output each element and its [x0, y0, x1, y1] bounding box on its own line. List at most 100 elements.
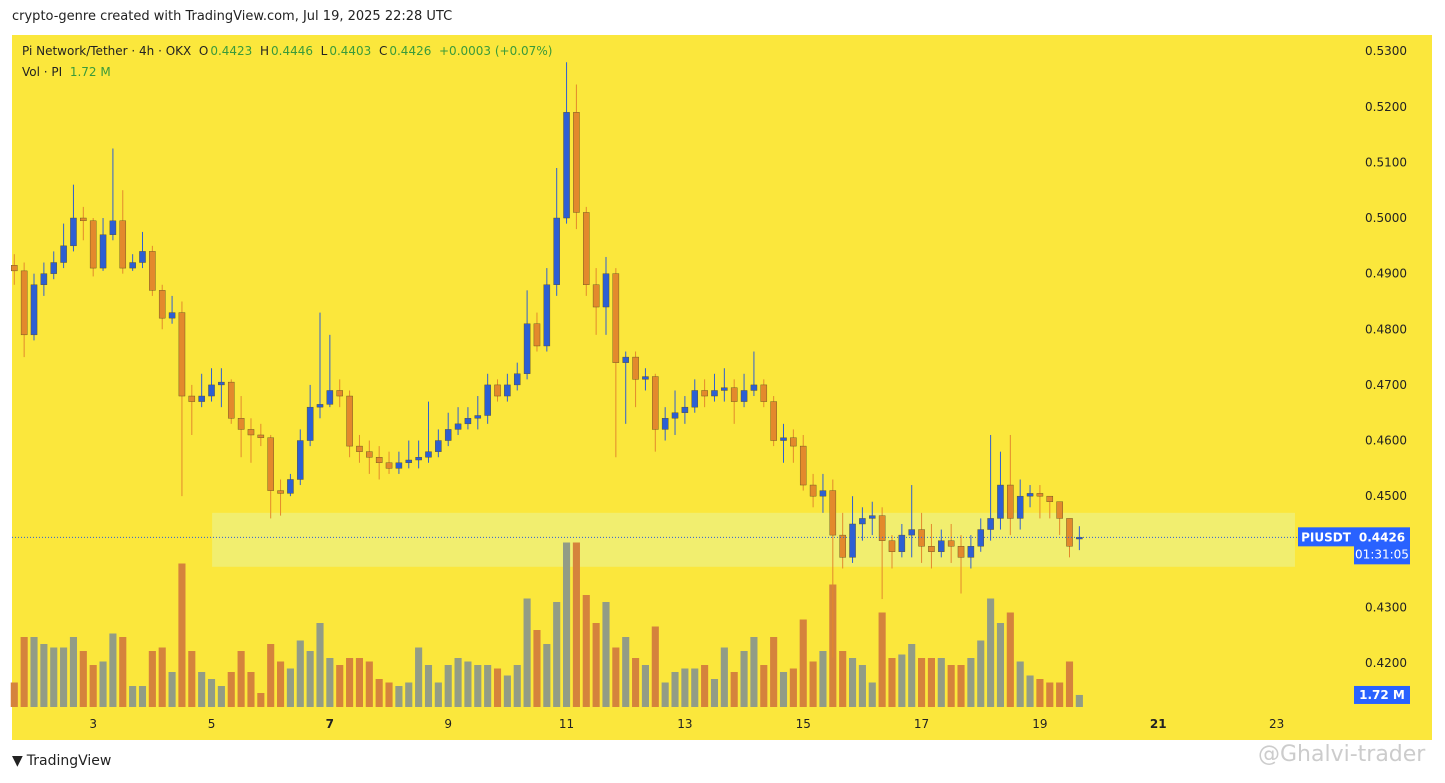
ohlc-label: L [320, 44, 328, 58]
brand[interactable]: ▼ TradingView [12, 753, 112, 769]
last-price-label: 0.4426 [1359, 530, 1405, 544]
volume-bar [434, 682, 442, 707]
x-tick-label: 7 [326, 717, 334, 731]
candle-body [721, 387, 728, 391]
countdown: 01:31:05 [1355, 547, 1409, 561]
candle-body [523, 323, 531, 374]
volume-bar [267, 644, 275, 707]
volume-bar [888, 658, 896, 707]
volume-bar [148, 651, 156, 707]
volume-bar [40, 644, 48, 707]
volume-bar [257, 693, 265, 707]
volume-bar [109, 633, 117, 707]
volume-bar [937, 658, 945, 707]
volume-bar [927, 658, 935, 707]
volume-bar [779, 672, 788, 707]
x-tick-label: 21 [1150, 717, 1167, 731]
volume-bar [1036, 679, 1044, 707]
candle-body [1026, 493, 1034, 497]
candle-body [504, 384, 511, 397]
x-tick-label: 17 [914, 717, 929, 731]
candle-body [513, 373, 521, 386]
candle-body [661, 418, 669, 430]
volume-bar [760, 665, 768, 707]
candle-body [1036, 493, 1044, 497]
volume-bar [217, 686, 225, 707]
volume-bar [237, 651, 245, 707]
ohlc-value: 0.4426 [389, 44, 432, 58]
volume-bar [20, 637, 28, 707]
volume-bar [799, 619, 807, 707]
candle-body [730, 387, 738, 402]
volume-bar [79, 651, 87, 707]
candle-body [80, 217, 87, 222]
volume-bar [701, 665, 709, 707]
candle-body [543, 284, 551, 347]
candle-body [622, 356, 629, 363]
x-tick-label: 3 [89, 717, 97, 731]
volume-bar [444, 665, 452, 707]
volume-bar [493, 668, 502, 707]
symbol-label: PIUSDT [1301, 530, 1352, 544]
volume-bar [30, 637, 38, 707]
volume-bar [770, 637, 778, 707]
volume-bar [355, 658, 364, 707]
y-tick-label: 0.4600 [1365, 434, 1407, 448]
volume-bar [326, 658, 334, 707]
candle-body [70, 217, 77, 247]
candle-body [1066, 518, 1073, 547]
candle-body [326, 390, 334, 405]
volume-bar [474, 665, 482, 707]
volume-bar [207, 679, 216, 707]
price-badge [1354, 527, 1410, 565]
candle-body [425, 451, 432, 458]
volume-axis-label: 1.72 M [1359, 688, 1405, 702]
candle-body [760, 384, 768, 402]
candle-body [681, 406, 689, 413]
x-tick-label: 5 [208, 717, 216, 731]
volume-bar [296, 640, 304, 707]
volume-bar [710, 679, 719, 707]
candle-body [1046, 495, 1054, 502]
volume-bar [424, 665, 433, 707]
volume-bar [898, 654, 906, 707]
candle-body [149, 251, 156, 291]
volume-bar [306, 651, 314, 707]
candle-body [809, 484, 817, 497]
candle-body [908, 529, 915, 536]
volume-bar [947, 665, 955, 707]
volume-bar [750, 637, 758, 707]
caption: crypto-genre created with TradingView.co… [12, 9, 453, 24]
volume-bar [977, 640, 985, 707]
volume-bar [858, 665, 866, 707]
candle-body [60, 245, 67, 263]
candle-body [40, 273, 48, 285]
volume-bar [60, 647, 68, 707]
watermark: @Ghalvi-trader [1258, 742, 1426, 767]
candle-body [89, 220, 97, 269]
volume-bar [592, 623, 600, 707]
volume-bar [385, 682, 393, 707]
volume-bar [346, 658, 354, 707]
x-tick-label: 19 [1032, 717, 1047, 731]
candle-body [1076, 537, 1083, 540]
candle-body [1007, 484, 1014, 519]
candle-body [790, 437, 797, 447]
y-tick-label: 0.4300 [1365, 600, 1407, 614]
y-tick-label: 0.5000 [1365, 211, 1407, 225]
candle-body [602, 273, 610, 308]
candle-body [750, 384, 758, 391]
volume-bar [277, 661, 285, 707]
volume-bar [523, 598, 531, 707]
candle-body [119, 220, 127, 269]
volume-bar [454, 658, 462, 707]
ohlc-label: H [259, 44, 269, 58]
volume-badge [1354, 685, 1410, 704]
candle-body [928, 546, 935, 552]
volume-bar [967, 658, 975, 707]
candle-body [109, 220, 117, 235]
y-tick-label: 0.4800 [1365, 322, 1407, 336]
symbol-title: Pi Network/Tether · 4h · OKX [22, 44, 192, 58]
volume-bar [987, 598, 995, 707]
y-tick-label: 0.4200 [1365, 656, 1407, 670]
